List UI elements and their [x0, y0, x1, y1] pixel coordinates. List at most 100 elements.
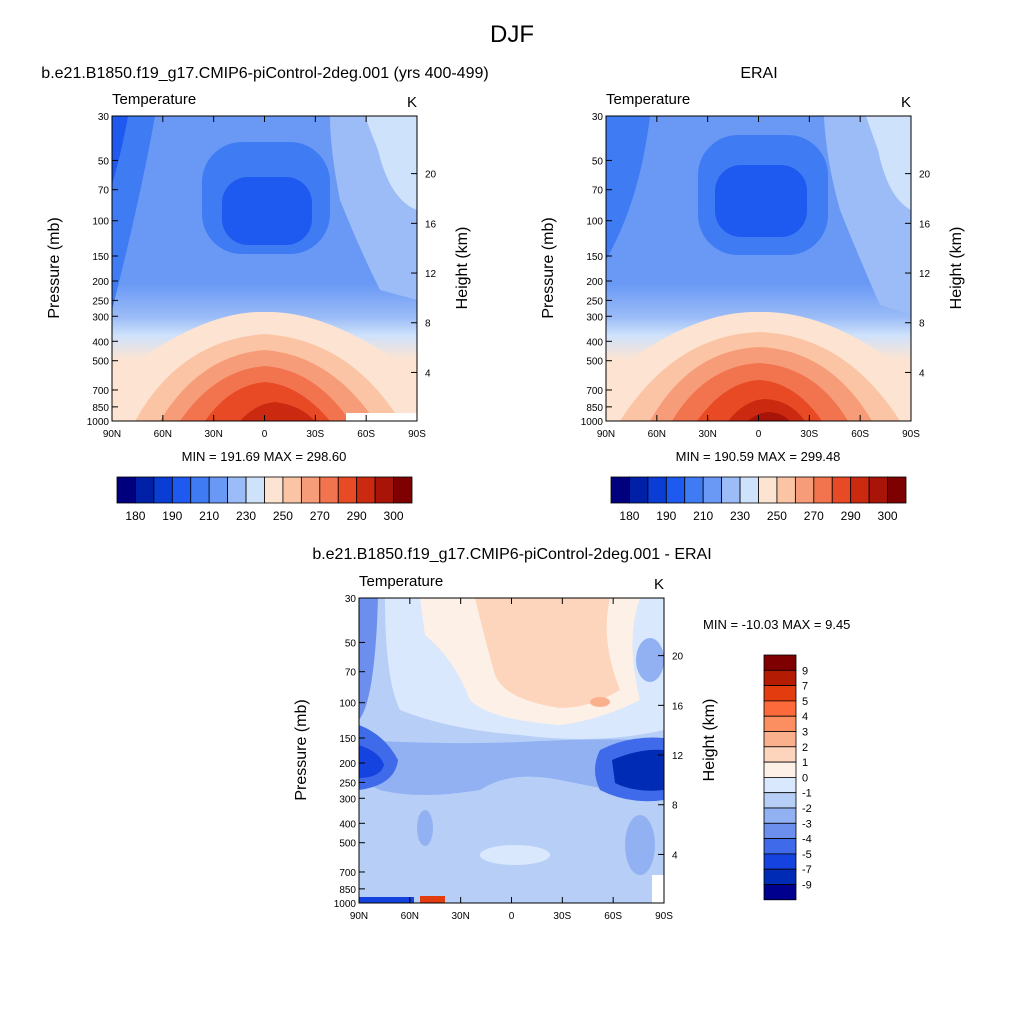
y-tick-label: 850: [92, 403, 109, 414]
colorbar-swatch: [763, 700, 797, 717]
y-tick-label: 50: [345, 638, 357, 649]
y-tick-label: 850: [339, 885, 356, 896]
panel-title: b.e21.B1850.f19_g17.CMIP6-piControl-2deg…: [312, 546, 711, 563]
colorbar-label: 230: [236, 509, 256, 523]
height-axis-label: Height (km): [948, 227, 965, 310]
y-tick-label: 30: [98, 112, 110, 123]
colorbar-swatch: [868, 476, 888, 504]
x-axis: 90N 60N 30N 0 30S 60S 90S: [597, 116, 920, 440]
warm-dome-6: [728, 399, 805, 421]
y-tick-label: 70: [592, 186, 604, 197]
colorbar-swatch: [763, 761, 797, 778]
colorbar-label: 180: [619, 509, 639, 523]
colorbar-swatch: [763, 654, 797, 671]
colorbar-swatch: [135, 476, 155, 504]
contour-fill-right-dark: [612, 749, 664, 791]
colorbar-swatch: [300, 476, 321, 504]
y-tick-label: 250: [586, 296, 603, 307]
contour-field: [112, 116, 417, 421]
colorbar-label: 5: [802, 696, 808, 708]
colorbar-swatch: [282, 476, 302, 504]
x-tick-label: 90N: [597, 429, 615, 440]
warm-dome-6: [240, 402, 315, 421]
y-axis: 30 50 70 100 150 200 250 300 400 500 700 850 1000: [334, 594, 365, 910]
x-tick-label: 60N: [401, 911, 419, 922]
contour-lower-right-blob: [625, 815, 655, 875]
colorbar-label: -1: [802, 788, 812, 800]
colorbar-label: 300: [878, 509, 898, 523]
colorbar-swatch: [319, 476, 339, 504]
colorbar-swatch: [356, 476, 376, 504]
colorbar-swatch: [171, 476, 192, 504]
y-axis: 30 50 70 100 150 200 250 300 400 500 700 850 1000: [87, 112, 118, 428]
y-tick-label: 30: [345, 594, 357, 605]
colorbar: [610, 476, 907, 504]
x-tick-label: 90S: [902, 429, 920, 440]
x-tick-label: 60N: [648, 429, 666, 440]
colorbar-label: 4: [802, 711, 808, 723]
colorbar-swatch: [763, 685, 797, 702]
contour-right-blob: [636, 638, 664, 682]
colorbar-swatch: [763, 822, 797, 839]
colorbar-swatch: [763, 669, 797, 686]
x-axis: 90N 60N 30N 0 30S 60S 90S: [350, 598, 673, 922]
height-tick-label: 16: [425, 219, 437, 230]
colorbar-swatch: [208, 476, 229, 504]
height-tick-label: 16: [919, 219, 931, 230]
y-tick-label: 200: [586, 277, 603, 288]
colorbar-label: -2: [802, 803, 812, 815]
colorbar-labels: 180 190 210 230 250 270 290 300: [125, 509, 403, 523]
x-tick-label: 90S: [655, 911, 673, 922]
variable-label: Temperature: [606, 91, 690, 108]
colorbar-swatch: [393, 476, 413, 504]
panel-model: b.e21.B1850.f19_g17.CMIP6-piControl-2deg…: [41, 65, 488, 523]
y-tick-label: 30: [592, 112, 604, 123]
colorbar-swatch: [153, 476, 173, 504]
colorbar-swatch: [763, 715, 797, 732]
height-axis: 20 16 12 8 4: [658, 652, 684, 861]
contour-fill-upper-left-dark: [112, 116, 128, 185]
height-axis-label: Height (km): [454, 227, 471, 310]
colorbar-swatch: [665, 476, 686, 504]
x-tick-label: 0: [509, 911, 515, 922]
colorbar-labels: 9 7 5 4 3 2 1 0 -1 -2 -3 -4 -5 -7 -9: [802, 665, 812, 891]
y-tick-label: 200: [92, 277, 109, 288]
stats-label: MIN = 190.59 MAX = 299.48: [676, 449, 841, 464]
colorbar-swatch: [721, 476, 741, 504]
y-tick-label: 70: [345, 668, 357, 679]
y-tick-label: 50: [98, 156, 110, 167]
missing-data-patch: [346, 413, 417, 421]
x-tick-label: 90N: [350, 911, 368, 922]
variable-label: Temperature: [112, 91, 196, 108]
height-tick-label: 12: [672, 751, 684, 762]
colorbar-swatch: [702, 476, 723, 504]
colorbar-label: 290: [841, 509, 861, 523]
colorbar-label: 300: [384, 509, 404, 523]
x-tick-label: 90N: [103, 429, 121, 440]
y-tick-label: 100: [586, 217, 603, 228]
colorbar-swatch: [227, 476, 247, 504]
colorbar-swatch: [739, 476, 759, 504]
colorbar-swatch: [794, 476, 815, 504]
colorbar-label: 9: [802, 665, 808, 677]
y-tick-label: 100: [92, 217, 109, 228]
colorbar-swatch: [190, 476, 210, 504]
colorbar-swatch: [813, 476, 833, 504]
colorbar-swatch: [684, 476, 704, 504]
x-tick-label: 60S: [851, 429, 869, 440]
colorbar-swatch: [758, 476, 778, 504]
colorbar: [763, 654, 797, 901]
colorbar-swatch: [610, 476, 630, 504]
y-tick-label: 700: [586, 386, 603, 397]
colorbar-swatch: [264, 476, 284, 504]
x-tick-label: 30N: [204, 429, 222, 440]
variable-label: Temperature: [359, 573, 443, 590]
y-tick-label: 150: [339, 734, 356, 745]
x-tick-label: 90S: [408, 429, 426, 440]
y-tick-label: 500: [339, 839, 356, 850]
y-tick-label: 200: [339, 759, 356, 770]
y-axis-label: Pressure (mb): [293, 699, 310, 800]
contour-warm-spot: [590, 697, 610, 707]
colorbar-label: 290: [347, 509, 367, 523]
colorbar-swatch: [647, 476, 667, 504]
